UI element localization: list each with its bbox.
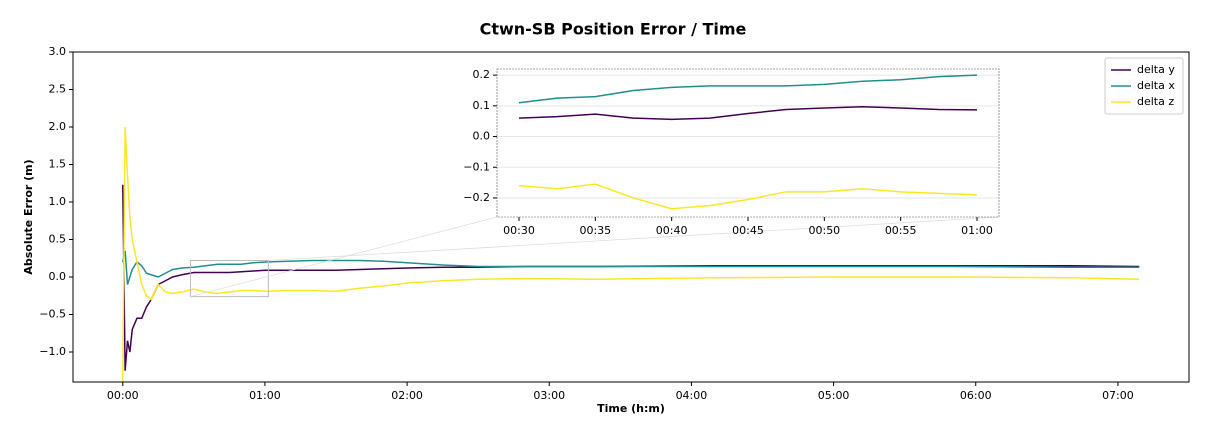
x-tick-label: 01:00 [249, 389, 281, 402]
x-tick-label: 02:00 [391, 389, 423, 402]
y-tick-label: −0.1 [463, 160, 490, 173]
x-tick-label: 00:40 [656, 224, 688, 237]
legend-label: delta z [1137, 95, 1174, 108]
y-axis-label: Absolute Error (m) [22, 159, 35, 274]
y-tick-label: 0.0 [49, 270, 67, 283]
y-tick-label: 0.1 [473, 99, 491, 112]
y-tick-label: 0.5 [49, 233, 67, 246]
y-tick-label: 1.0 [49, 195, 67, 208]
x-tick-label: 03:00 [533, 389, 565, 402]
data-line [518, 74, 978, 104]
zoom-region [189, 260, 269, 298]
axes-frame [72, 51, 1190, 383]
y-tick-label: 3.0 [49, 45, 67, 58]
chart-title: Ctwn-SB Position Error / Time [480, 20, 747, 39]
y-tick-label: 2.0 [49, 120, 67, 133]
x-tick-label: 07:00 [1102, 389, 1134, 402]
y-tick-label: 2.5 [49, 83, 67, 96]
y-tick-label: −1.0 [39, 345, 66, 358]
x-tick-label: 00:35 [579, 224, 611, 237]
y-tick-label: −0.2 [463, 191, 490, 204]
legend-label: delta y [1137, 63, 1175, 76]
data-line [518, 183, 978, 210]
x-tick-label: 00:50 [808, 224, 840, 237]
zoom-connector [190, 216, 498, 298]
zoom-connector [268, 216, 1000, 261]
legend-label: delta x [1137, 79, 1175, 92]
x-tick-label: 06:00 [960, 389, 992, 402]
data-line [122, 126, 1140, 382]
x-tick-label: 00:55 [885, 224, 917, 237]
inset-background [497, 69, 999, 217]
y-tick-label: 1.5 [49, 158, 67, 171]
x-tick-label: 00:45 [732, 224, 764, 237]
axes-frame [496, 68, 1000, 218]
x-tick-label: 00:30 [503, 224, 535, 237]
plot-area [122, 126, 1140, 382]
plot-area [518, 74, 978, 210]
data-line [122, 250, 1140, 285]
y-tick-label: 0.0 [473, 130, 491, 143]
legend-box [1104, 57, 1184, 115]
data-line [518, 106, 978, 121]
y-tick-label: −0.5 [39, 308, 66, 321]
x-axis-label: Time (h:m) [597, 402, 665, 415]
y-tick-label: 0.2 [473, 68, 491, 81]
x-tick-label: 00:00 [107, 389, 139, 402]
x-tick-label: 01:00 [961, 224, 993, 237]
x-tick-label: 04:00 [676, 389, 708, 402]
x-tick-label: 05:00 [818, 389, 850, 402]
